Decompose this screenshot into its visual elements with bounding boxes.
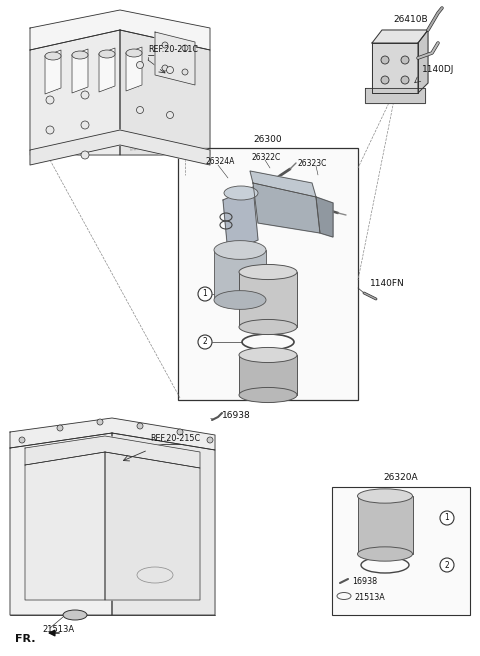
Ellipse shape [214,291,266,310]
Circle shape [81,151,89,159]
Bar [239,272,297,327]
Circle shape [97,419,103,425]
Circle shape [198,287,212,301]
Circle shape [162,42,168,48]
Ellipse shape [214,241,266,259]
Text: 1: 1 [203,289,207,298]
Circle shape [19,437,25,443]
Circle shape [81,91,89,99]
Ellipse shape [72,51,88,59]
Polygon shape [45,50,61,94]
Bar [239,355,297,395]
Circle shape [401,76,409,84]
Circle shape [440,558,454,572]
Circle shape [207,437,213,443]
Text: 1: 1 [444,514,449,522]
Circle shape [182,69,188,75]
Polygon shape [223,187,258,253]
Ellipse shape [45,52,61,60]
Bar [214,250,266,300]
Circle shape [182,45,188,51]
Ellipse shape [239,388,297,403]
Text: 2: 2 [444,560,449,569]
Bar [358,496,412,554]
Circle shape [381,56,389,64]
Text: REF.20-211C: REF.20-211C [148,45,198,54]
Polygon shape [365,88,425,103]
Text: 16938: 16938 [222,411,251,419]
Circle shape [57,425,63,431]
Text: 2: 2 [203,337,207,346]
Polygon shape [120,30,210,155]
Ellipse shape [126,49,142,57]
Ellipse shape [224,186,258,200]
Polygon shape [10,418,215,450]
Ellipse shape [358,489,412,503]
Polygon shape [126,47,142,91]
Circle shape [46,96,54,104]
Polygon shape [112,433,215,615]
Text: 26324A: 26324A [205,157,234,167]
Ellipse shape [99,50,115,58]
Bar [332,487,470,615]
Circle shape [46,126,54,134]
Text: 21513A: 21513A [354,592,385,602]
Circle shape [198,335,212,349]
Text: 1140DJ: 1140DJ [422,66,455,75]
Polygon shape [105,452,200,600]
Polygon shape [25,436,200,468]
Text: 26300: 26300 [254,136,282,144]
Polygon shape [316,197,333,237]
Text: REF.20-215C: REF.20-215C [150,434,200,443]
Ellipse shape [63,610,87,620]
Polygon shape [72,49,88,93]
Polygon shape [418,30,428,93]
Ellipse shape [239,264,297,279]
Text: 26410B: 26410B [393,16,428,24]
Ellipse shape [239,348,297,363]
Polygon shape [250,171,316,197]
Circle shape [167,66,173,73]
Circle shape [177,429,183,435]
Circle shape [136,62,144,68]
Text: 26323C: 26323C [298,159,327,167]
Text: 21513A: 21513A [42,626,74,634]
Polygon shape [25,452,105,600]
Bar [178,148,358,400]
Text: FR.: FR. [15,634,36,644]
Circle shape [401,56,409,64]
Circle shape [440,511,454,525]
Circle shape [167,112,173,119]
Circle shape [381,76,389,84]
Polygon shape [30,10,210,50]
Polygon shape [372,43,418,93]
Polygon shape [253,183,320,233]
Circle shape [136,106,144,113]
Circle shape [137,423,143,429]
Polygon shape [10,433,112,615]
Circle shape [162,65,168,71]
Polygon shape [30,130,210,165]
Polygon shape [30,30,120,155]
Polygon shape [155,32,195,85]
Ellipse shape [358,547,412,561]
Ellipse shape [239,319,297,335]
Text: 26320A: 26320A [384,472,418,482]
Polygon shape [372,30,428,43]
Polygon shape [99,48,115,92]
Text: 1140FN: 1140FN [370,279,405,287]
Text: 16938: 16938 [352,577,377,586]
Circle shape [81,121,89,129]
Text: 26322C: 26322C [252,152,281,161]
